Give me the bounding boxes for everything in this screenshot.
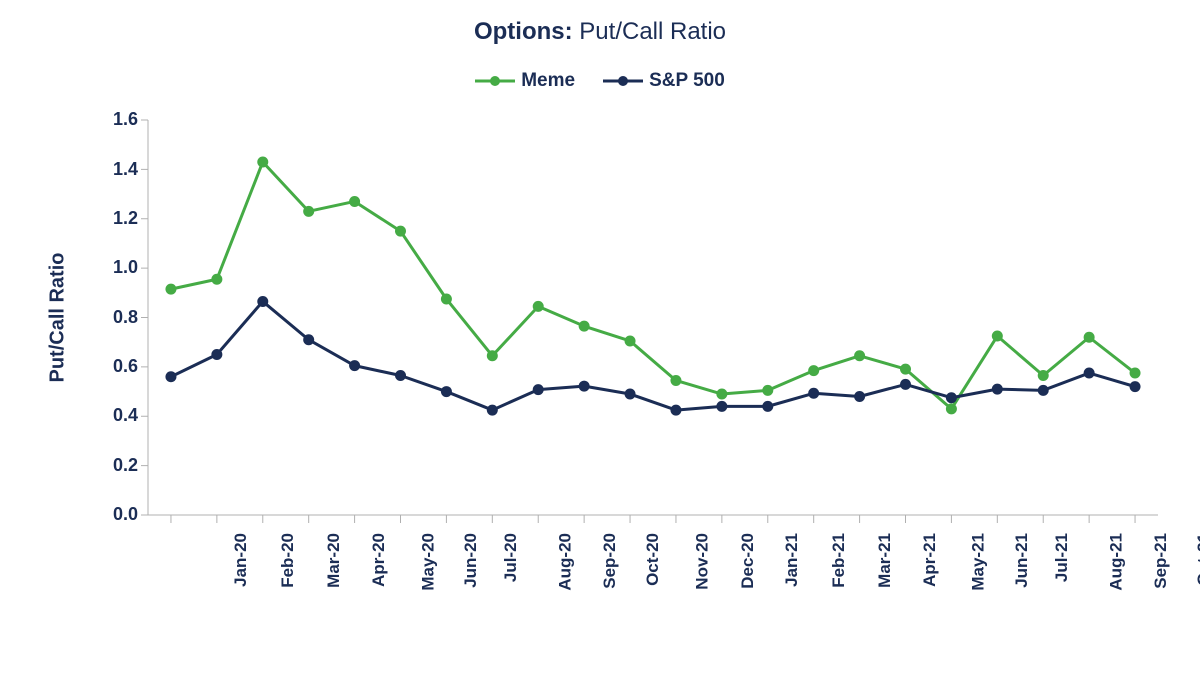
series-meme-marker — [670, 375, 681, 386]
series-meme-marker — [303, 206, 314, 217]
series-sp500-marker — [211, 349, 222, 360]
series-meme-marker — [716, 389, 727, 400]
series-sp500-marker — [257, 296, 268, 307]
series-meme-marker — [946, 403, 957, 414]
series-meme-marker — [808, 365, 819, 376]
plot-area — [0, 0, 1200, 675]
series-sp500-marker — [625, 389, 636, 400]
series-meme-marker — [487, 350, 498, 361]
series-sp500-marker — [395, 370, 406, 381]
series-meme-marker — [992, 331, 1003, 342]
series-sp500-marker — [670, 405, 681, 416]
series-sp500-marker — [349, 360, 360, 371]
series-meme-marker — [165, 284, 176, 295]
series-sp500-marker — [579, 381, 590, 392]
series-sp500-line — [171, 301, 1135, 410]
series-meme-marker — [257, 156, 268, 167]
series-meme-marker — [211, 274, 222, 285]
series-meme-marker — [533, 301, 544, 312]
series-sp500-marker — [1038, 385, 1049, 396]
series-sp500-marker — [946, 392, 957, 403]
series-meme-marker — [1130, 368, 1141, 379]
series-meme-marker — [349, 196, 360, 207]
series-sp500-marker — [762, 401, 773, 412]
series-meme-marker — [579, 321, 590, 332]
series-meme-marker — [854, 350, 865, 361]
series-meme-marker — [762, 385, 773, 396]
series-sp500-marker — [900, 379, 911, 390]
series-meme-marker — [900, 364, 911, 375]
series-sp500-marker — [441, 386, 452, 397]
chart-container: Options: Put/Call Ratio MemeS&P 500 Put/… — [0, 0, 1200, 675]
series-sp500-marker — [533, 384, 544, 395]
series-sp500-marker — [808, 388, 819, 399]
series-meme-marker — [1038, 370, 1049, 381]
series-meme-marker — [395, 226, 406, 237]
series-sp500-marker — [1130, 381, 1141, 392]
series-sp500-marker — [854, 391, 865, 402]
series-sp500-marker — [716, 401, 727, 412]
series-meme-line — [171, 162, 1135, 409]
series-meme-marker — [625, 335, 636, 346]
series-meme-marker — [1084, 332, 1095, 343]
series-sp500-marker — [487, 405, 498, 416]
series-meme-marker — [441, 293, 452, 304]
series-sp500-marker — [1084, 368, 1095, 379]
series-sp500-marker — [992, 384, 1003, 395]
series-sp500-marker — [303, 334, 314, 345]
series-sp500-marker — [165, 371, 176, 382]
